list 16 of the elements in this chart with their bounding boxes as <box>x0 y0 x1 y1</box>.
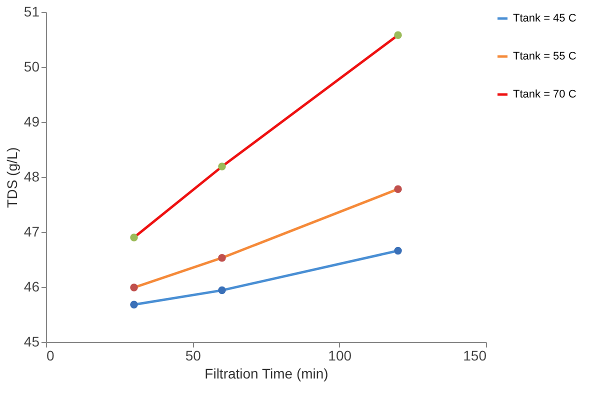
y-axis-title: TDS (g/L) <box>4 147 20 208</box>
legend-label: Ttank = 55 C <box>513 50 576 62</box>
y-tick-label: 46 <box>24 278 40 294</box>
y-tick-label: 48 <box>24 168 40 184</box>
y-tick-label: 49 <box>24 114 40 130</box>
x-tick-label: 0 <box>46 348 54 364</box>
legend-label: Ttank = 45 C <box>513 12 576 24</box>
x-tick-label: 100 <box>328 348 352 364</box>
x-axis-title: Filtration Time (min) <box>204 366 328 382</box>
y-tick-label: 51 <box>24 4 40 20</box>
y-tick-label: 50 <box>24 58 40 74</box>
y-tick-label: 45 <box>24 334 40 350</box>
x-tick-label: 50 <box>185 348 202 364</box>
x-tick-label: 150 <box>463 348 487 364</box>
legend-label: Ttank = 70 C <box>513 88 576 100</box>
y-tick-label: 47 <box>24 224 40 240</box>
